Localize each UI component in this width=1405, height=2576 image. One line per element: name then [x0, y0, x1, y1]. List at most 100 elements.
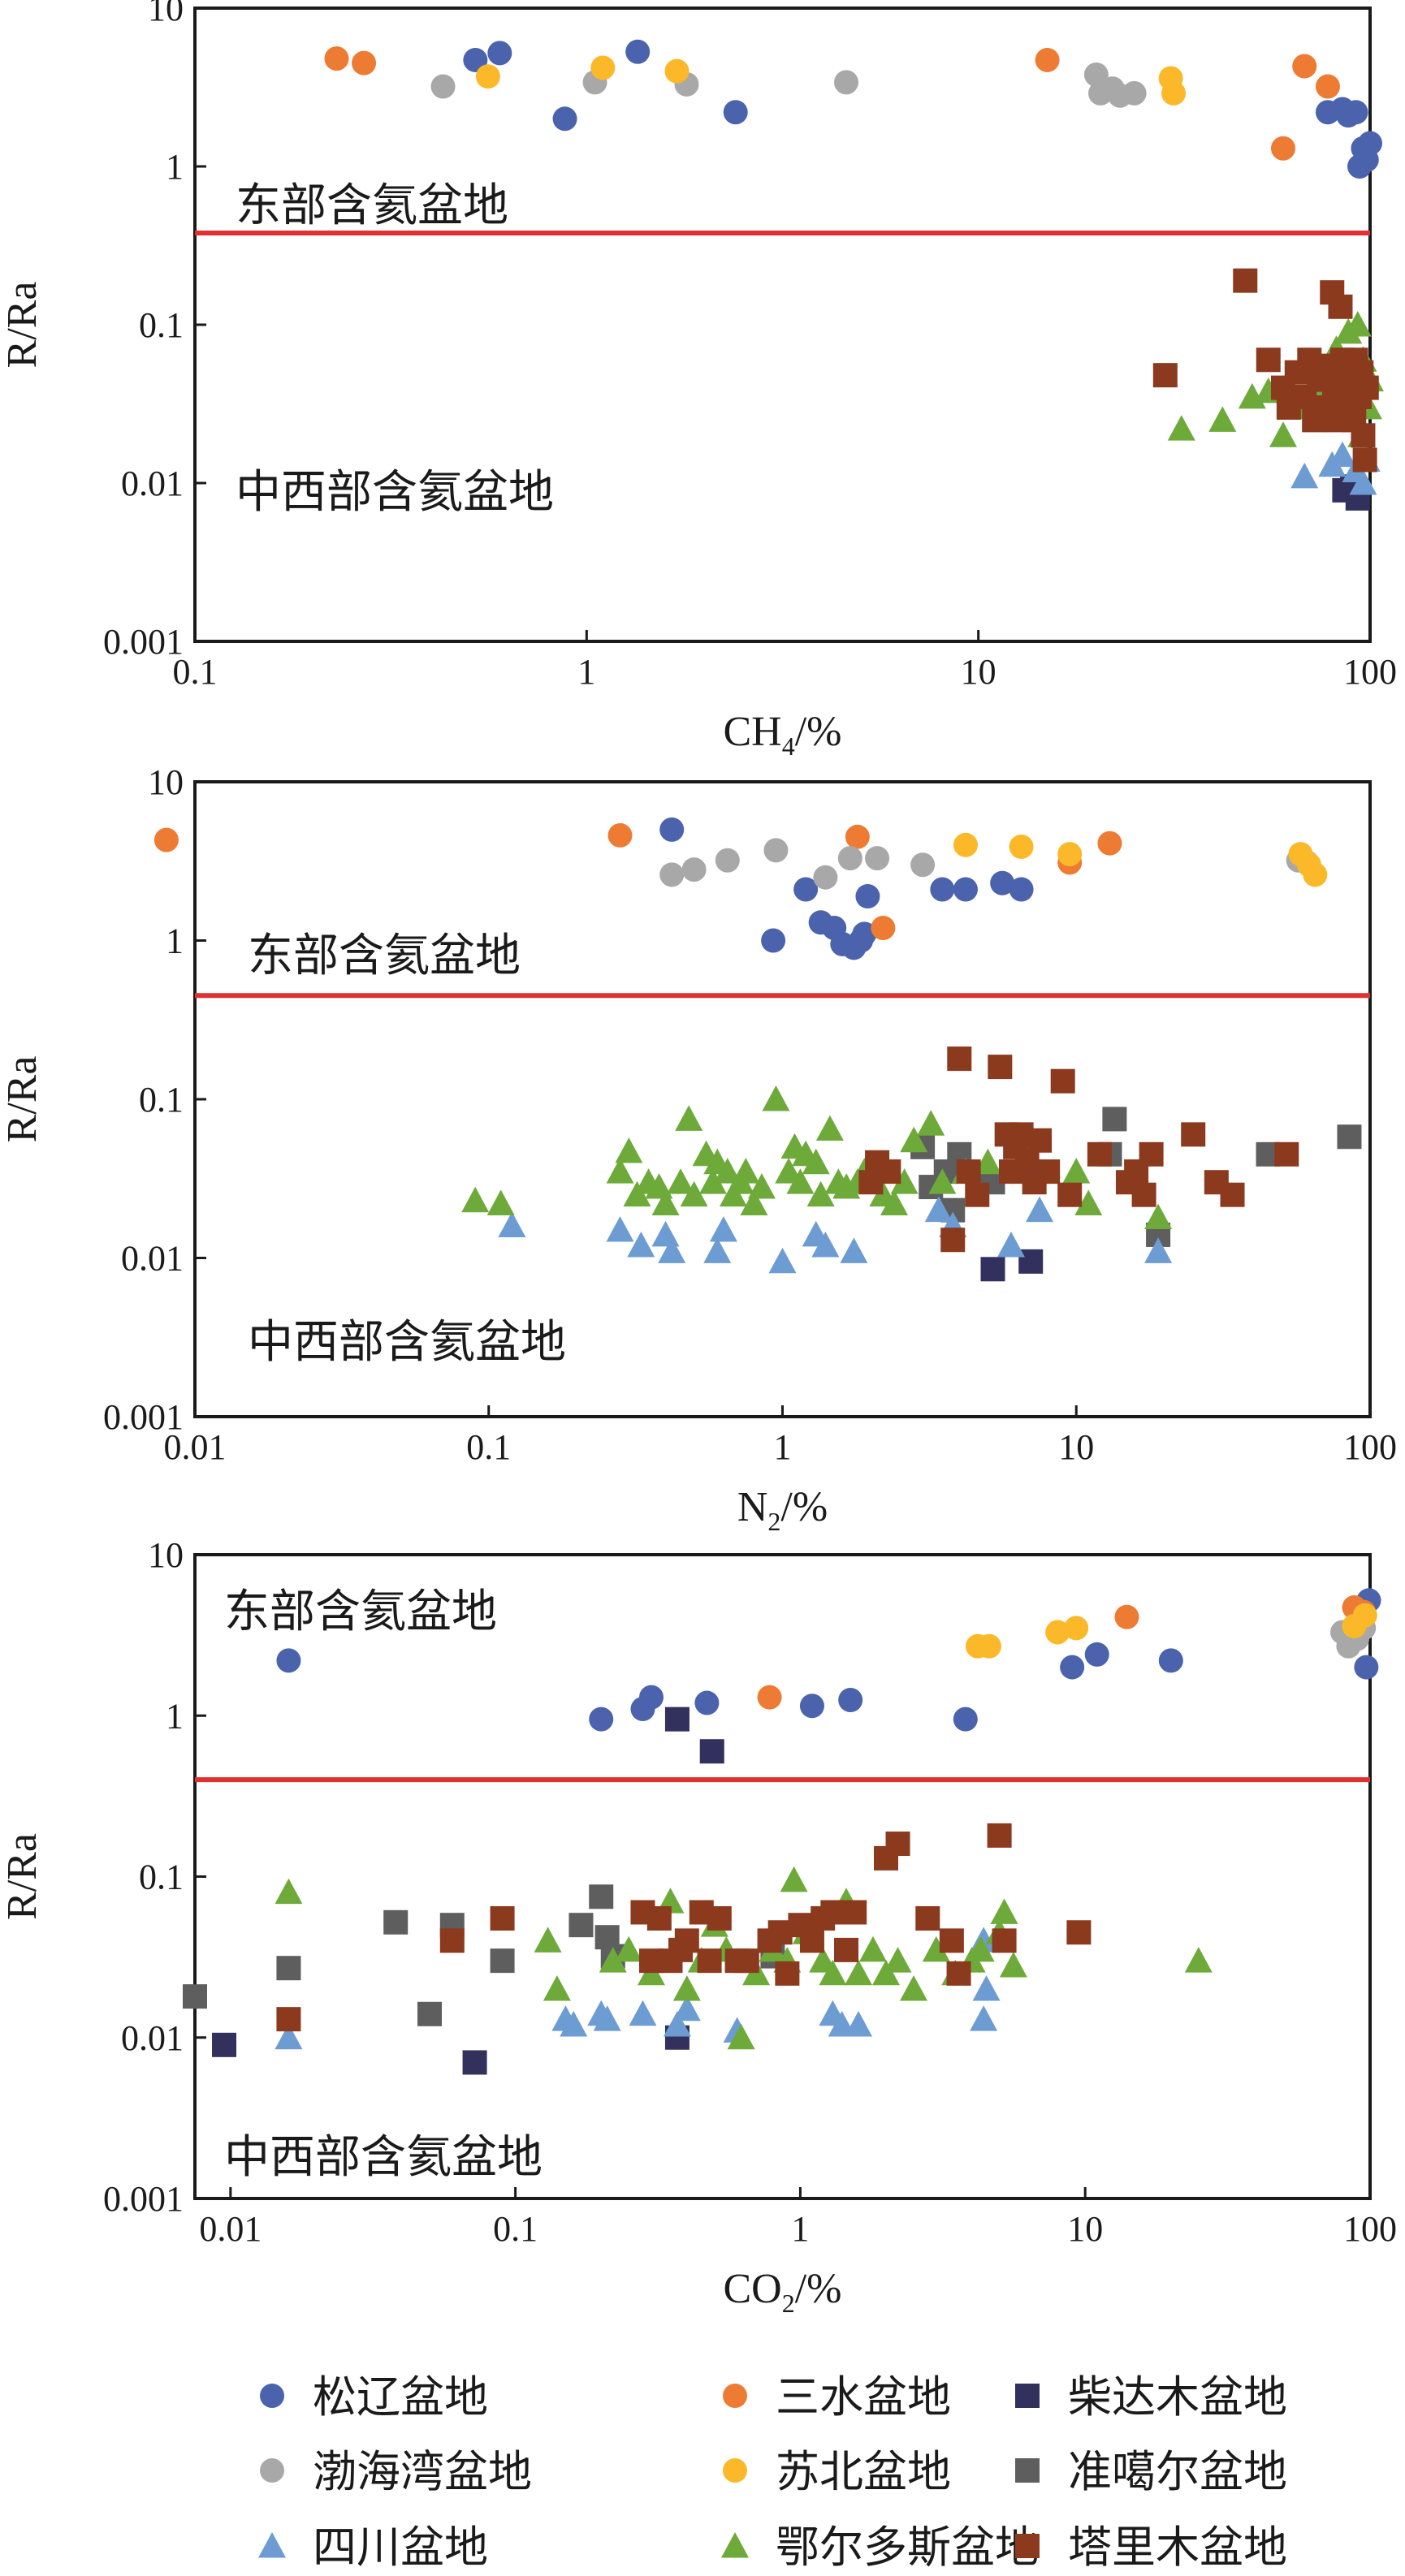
data-point [651, 1189, 680, 1216]
data-point [786, 1168, 815, 1194]
data-point [275, 1878, 303, 1905]
data-point [1027, 1128, 1053, 1153]
data-point [974, 1148, 1002, 1175]
data-point [1122, 80, 1147, 106]
data-point [852, 921, 877, 947]
region-label-east: 东部含氦盆地 [248, 930, 521, 982]
data-point [707, 1905, 732, 1931]
data-point [734, 1948, 759, 1974]
series-songliao [276, 1588, 1381, 1732]
legend-item-tarim: 塔里木盆地 [1015, 2522, 1287, 2573]
data-point [664, 1707, 690, 1732]
y-tick-label: 0.001 [103, 2179, 184, 2219]
legend-label: 三水盆地 [776, 2371, 951, 2423]
y-tick-label: 0.1 [139, 305, 184, 345]
data-point [900, 1975, 928, 2001]
data-point [799, 1694, 824, 1719]
y-tick-label: 0.01 [121, 464, 184, 503]
legend-label: 苏北盆地 [776, 2446, 951, 2497]
data-point [490, 1905, 515, 1931]
data-point [999, 1952, 1027, 1978]
data-point [858, 1935, 887, 1962]
legend-item-junggar: 准噶尔盆地 [1015, 2446, 1287, 2497]
series-subei [966, 1603, 1377, 1659]
legend-item-sanshui: 三水盆地 [723, 2371, 951, 2423]
data-point [946, 1961, 971, 1986]
data-point [276, 2007, 301, 2032]
data-point [212, 2032, 237, 2057]
x-tick-label: 0.01 [164, 1427, 227, 1467]
data-point [1351, 423, 1376, 448]
data-point [590, 55, 616, 80]
y-tick-label: 0.001 [103, 622, 184, 662]
data-point [1354, 375, 1379, 400]
data-point [840, 1237, 868, 1263]
x-tick-label: 100 [1343, 2209, 1397, 2249]
data-point [625, 39, 651, 64]
data-point [606, 1158, 634, 1184]
data-point [953, 832, 978, 857]
series-sanshui [324, 46, 1340, 161]
region-label-central-west: 中西部含氦盆地 [224, 2131, 543, 2184]
legend-marker [1015, 2534, 1040, 2558]
data-point [490, 1948, 515, 1974]
series-tarim [858, 1046, 1299, 1253]
data-point [1035, 47, 1060, 72]
series-subei [475, 55, 1187, 106]
data-point [1045, 1620, 1070, 1645]
data-point [276, 1956, 301, 1981]
x-tick-label: 0.1 [493, 2209, 538, 2249]
series-subei [953, 832, 1328, 887]
data-point [1074, 1189, 1103, 1216]
data-point [763, 838, 789, 863]
x-tick-label: 0.1 [173, 652, 218, 692]
legend-label: 准噶尔盆地 [1068, 2446, 1287, 2497]
data-point [793, 877, 819, 902]
data-point [855, 884, 880, 909]
data-point [723, 100, 748, 125]
x-tick-label: 0.1 [466, 1427, 511, 1467]
data-point [947, 1046, 972, 1072]
data-point [1328, 294, 1353, 319]
region-label-central-west: 中西部含氦盆地 [248, 1316, 566, 1369]
data-point [498, 1211, 526, 1238]
data-point [813, 865, 838, 890]
data-point [659, 862, 685, 887]
data-point [658, 1237, 686, 1263]
data-point [987, 1823, 1012, 1848]
region-label-east: 东部含氦盆地 [236, 179, 508, 232]
data-point [845, 824, 870, 849]
data-point [439, 1928, 465, 1953]
data-point [659, 817, 685, 842]
x-tick-label: 100 [1343, 1427, 1397, 1467]
data-point [1343, 100, 1368, 125]
data-point [698, 1168, 727, 1194]
data-point [593, 2005, 621, 2031]
data-point [275, 2023, 303, 2050]
x-tick-label: 10 [1058, 1427, 1094, 1467]
data-point [757, 1685, 782, 1710]
legend-marker [258, 2532, 286, 2558]
data-point [607, 822, 633, 848]
data-point [672, 1975, 701, 2001]
series-songliao [659, 817, 1034, 960]
series-songliao [463, 39, 1382, 179]
x-tick-label: 10 [961, 652, 996, 692]
data-point [990, 1898, 1018, 1924]
legend-label: 鄂尔多斯盆地 [776, 2522, 1039, 2573]
data-point [1057, 842, 1083, 867]
data-point [761, 928, 786, 953]
data-point [1290, 462, 1319, 489]
y-axis-label: R/Ra [0, 1056, 45, 1143]
y-tick-label: 0.001 [103, 1397, 184, 1437]
data-point [956, 1159, 981, 1184]
series-ordos [461, 1085, 1173, 1230]
data-point [928, 1168, 957, 1194]
x-tick-label: 1 [577, 652, 595, 692]
data-point [663, 2011, 691, 2037]
x-tick-label: 100 [1343, 652, 1397, 692]
y-tick-label: 10 [148, 762, 184, 802]
data-point [727, 2023, 755, 2050]
data-point [713, 1158, 741, 1184]
data-point [324, 46, 349, 71]
